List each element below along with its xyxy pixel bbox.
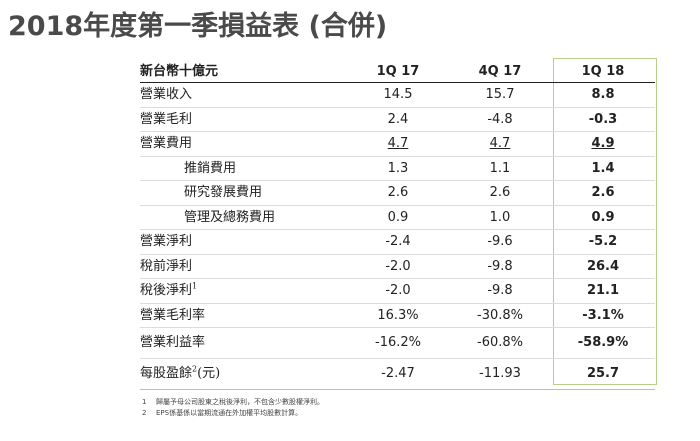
value-4q17: -9.6 [487, 234, 513, 250]
row-net-income: 稅後淨利1 -2.0 -9.8 21.1 [140, 279, 655, 303]
value-4q17: 2.6 [489, 185, 511, 201]
value-1q17: 16.3% [377, 307, 419, 323]
row-rd-expenses: 研究發展費用 2.6 2.6 2.6 [140, 181, 655, 205]
value-1q17: 2.4 [387, 111, 409, 127]
value-4q17: -30.8% [477, 307, 523, 323]
footnote-number: 1 [142, 398, 147, 406]
row-revenue: 營業收入 14.5 15.7 8.8 [140, 83, 655, 107]
value-1q18: 0.9 [591, 209, 615, 225]
row-label: 稅後淨利 [140, 283, 193, 299]
value-4q17: -11.93 [479, 366, 521, 381]
income-statement-table: 新台幣十億元 1Q 17 4Q 17 1Q 18 營業收入 14.5 15.7 … [140, 62, 655, 390]
row-label: 營業毛利率 [140, 307, 206, 323]
footnote-2: 2 EPS係基係以當期流通在外加權平均股數計算。 [142, 408, 324, 419]
value-4q17: 15.7 [485, 87, 515, 103]
header-4q17: 4Q 17 [449, 62, 551, 83]
row-pretax-income: 稅前淨利 -2.0 -9.8 26.4 [140, 254, 655, 279]
row-label: 營業費用 [140, 136, 193, 152]
row-label-suffix: (元) [197, 366, 221, 381]
row-label: 營業利益率 [140, 335, 206, 350]
footnote-ref: 1 [192, 281, 198, 291]
row-label: 管理及總務費用 [184, 209, 276, 225]
footnotes: 1 歸屬予母公司股東之稅後淨利，不包含少數股權淨利。 2 EPS係基係以當期流通在外… [142, 397, 324, 419]
value-4q17: -4.8 [487, 111, 513, 127]
value-1q18: 1.4 [591, 160, 615, 176]
row-selling-expenses: 推銷費用 1.3 1.1 1.4 [140, 156, 655, 181]
value-1q18: -0.3 [588, 111, 618, 127]
value-1q17: -2.4 [385, 234, 411, 250]
row-eps: 每股盈餘2(元) -2.47 -11.93 25.7 [140, 359, 655, 390]
footnote-text: EPS係基係以當期流通在外加權平均股數計算。 [156, 409, 303, 417]
row-label: 每股盈餘 [140, 366, 193, 381]
value-4q17: -60.8% [477, 335, 523, 350]
row-operating-income: 營業淨利 -2.4 -9.6 -5.2 [140, 230, 655, 254]
value-1q17: 2.6 [387, 185, 409, 201]
header-unit: 新台幣十億元 [140, 62, 347, 83]
footnote-ref: 2 [192, 364, 198, 374]
header-1q17: 1Q 17 [347, 62, 449, 83]
row-gross-profit: 營業毛利 2.4 -4.8 -0.3 [140, 107, 655, 132]
value-1q18: 21.1 [586, 283, 620, 299]
row-label: 推銷費用 [184, 160, 237, 176]
row-gross-margin: 營業毛利率 16.3% -30.8% -3.1% [140, 303, 655, 328]
page-title: 2018年度第一季損益表 (合併) [8, 11, 388, 42]
footnote-text: 歸屬予母公司股東之稅後淨利，不包含少數股權淨利。 [156, 398, 324, 406]
table-header-row: 新台幣十億元 1Q 17 4Q 17 1Q 18 [140, 62, 655, 83]
row-label: 營業淨利 [140, 234, 193, 250]
value-1q17: 0.9 [387, 209, 409, 225]
value-4q17: -9.8 [487, 258, 513, 274]
current-quarter-highlight [553, 58, 657, 385]
value-1q17: -16.2% [375, 335, 421, 350]
value-1q18: 26.4 [586, 258, 620, 274]
value-4q17: 4.7 [489, 136, 511, 152]
row-label: 研究發展費用 [184, 185, 263, 201]
value-1q18: 2.6 [591, 185, 615, 201]
row-label: 營業收入 [140, 87, 193, 103]
row-label: 稅前淨利 [140, 258, 193, 274]
value-1q18: 4.9 [591, 136, 615, 152]
row-label: 營業毛利 [140, 111, 193, 127]
value-1q17: -2.47 [381, 366, 415, 381]
footnote-number: 2 [142, 409, 147, 417]
value-1q18: -58.9% [577, 335, 629, 350]
row-operating-margin: 營業利益率 -16.2% -60.8% -58.9% [140, 328, 655, 359]
value-4q17: -9.8 [487, 283, 513, 299]
row-ga-expenses: 管理及總務費用 0.9 1.0 0.9 [140, 205, 655, 230]
header-1q18: 1Q 18 [551, 62, 655, 83]
value-1q17: 1.3 [387, 160, 409, 176]
value-1q17: 4.7 [387, 136, 409, 152]
value-1q17: -2.0 [385, 258, 411, 274]
value-1q18: 8.8 [591, 87, 615, 103]
value-1q18: -3.1% [582, 307, 624, 323]
value-1q17: 14.5 [383, 87, 413, 103]
value-1q18: -5.2 [588, 234, 618, 250]
row-operating-expenses: 營業費用 4.7 4.7 4.9 [140, 132, 655, 156]
value-4q17: 1.0 [489, 209, 511, 225]
value-1q17: -2.0 [385, 283, 411, 299]
footnote-1: 1 歸屬予母公司股東之稅後淨利，不包含少數股權淨利。 [142, 397, 324, 408]
value-4q17: 1.1 [489, 160, 511, 176]
value-1q18: 25.7 [586, 366, 620, 381]
